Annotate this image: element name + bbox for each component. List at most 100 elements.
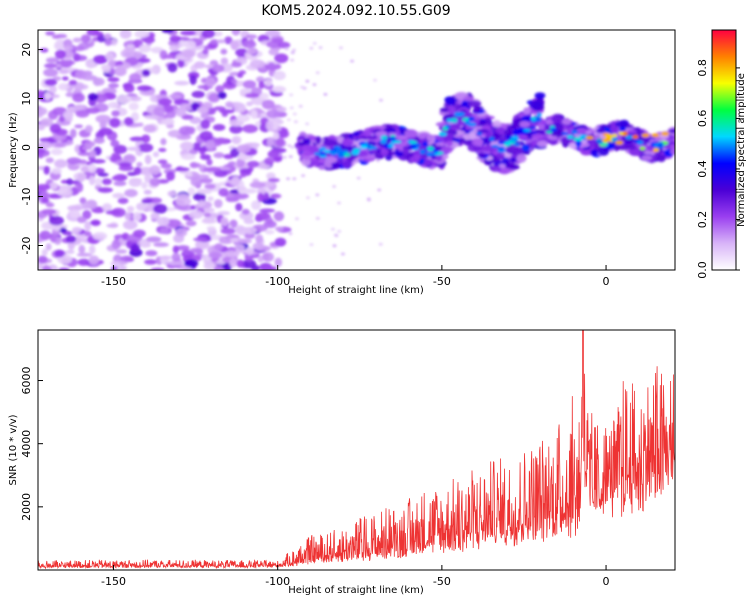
- spectrogram-cell: [107, 77, 120, 83]
- spectrogram-cell: [149, 94, 158, 103]
- spectrogram-cell: [246, 47, 258, 55]
- spectrogram-cell: [58, 267, 70, 270]
- spectrogram-cell: [264, 78, 273, 87]
- spectrogram-cell: [171, 252, 181, 262]
- spectrogram-cell: [168, 260, 185, 266]
- spectrogram-cell: [184, 259, 199, 268]
- spectrogram-cell: [341, 138, 354, 147]
- spectrogram-cell: [320, 146, 327, 151]
- spectrogram-cell: [161, 30, 174, 34]
- spectrogram-cell: [93, 31, 104, 37]
- spectrogram-cell: [639, 146, 646, 151]
- spectrogram-cell: [229, 124, 243, 134]
- spectrogram-cell: [196, 188, 213, 195]
- spectrogram-cell: [309, 46, 314, 50]
- spectrogram-cell: [72, 53, 81, 62]
- spectrogram-cell: [149, 177, 161, 187]
- spectrogram-cell: [237, 238, 252, 244]
- spectrogram-y-ticks: -20 -10 0 10 20: [20, 43, 43, 254]
- spectrogram-cell: [305, 79, 310, 83]
- spectrogram-cell: [204, 183, 216, 190]
- spectrogram-cell: [332, 184, 337, 188]
- spectrogram-cell: [625, 144, 637, 150]
- spectrogram-cell: [217, 91, 227, 99]
- spectrogram-cell: [247, 160, 260, 168]
- spectrogram-cell: [45, 157, 54, 164]
- spectrogram-cell: [315, 71, 320, 75]
- spectrogram-cell: [175, 107, 187, 117]
- spectrogram-cell: [95, 114, 111, 124]
- spectrogram-cell: [318, 158, 327, 164]
- spectrogram-cell: [41, 208, 57, 215]
- y-tick-label: 20: [20, 43, 33, 57]
- spectrogram-cell: [544, 119, 554, 125]
- spectrogram-cell: [68, 79, 78, 86]
- colorbar-gradient: [712, 30, 736, 270]
- spectrogram-cell: [133, 166, 142, 175]
- spectrogram-cell: [366, 135, 378, 140]
- spectrogram-cell: [265, 265, 277, 270]
- spectrogram-cell: [300, 85, 305, 89]
- spectrogram-cell: [145, 250, 158, 257]
- spectrogram-cell: [267, 177, 280, 183]
- spectrogram-cell: [313, 152, 321, 156]
- y-tick-label: -10: [20, 188, 33, 206]
- spectrogram-cell: [143, 189, 152, 195]
- spectrogram-cell: [315, 216, 320, 220]
- spectrogram-cell: [51, 34, 61, 39]
- spectrogram-cell: [610, 125, 619, 134]
- spectrogram-cell: [167, 190, 177, 197]
- spectrogram-cell: [294, 217, 299, 221]
- spectrogram-cell: [136, 122, 144, 127]
- spectrogram-cell: [231, 30, 241, 36]
- spectrogram-cell: [322, 139, 336, 145]
- spectrogram-cell: [87, 93, 99, 101]
- colorbar-ticks: 0.0 0.2 0.4 0.6 0.8: [696, 59, 740, 279]
- spectrogram-cell: [315, 136, 322, 145]
- spectrogram-cell: [338, 46, 343, 50]
- spectrogram-cell: [244, 93, 260, 99]
- spectrogram-cell: [51, 167, 62, 175]
- spectrogram-cell: [290, 58, 295, 62]
- chart-title: KOM5.2024.092.10.55.G09: [261, 3, 450, 19]
- spectrogram-cell: [50, 234, 57, 243]
- spectrogram-cell: [464, 120, 471, 125]
- spectrogram-cell: [439, 107, 451, 113]
- spectrogram-cell: [657, 154, 666, 163]
- spectrogram-cell: [76, 252, 92, 257]
- spectrogram-cell: [191, 90, 205, 99]
- x-tick-label: -150: [101, 575, 126, 588]
- spectrogram-cell: [92, 232, 108, 241]
- spectrogram-cell: [242, 124, 258, 134]
- spectrogram-cell: [129, 136, 145, 142]
- spectrogram-cell: [379, 98, 384, 102]
- spectrogram-cell: [143, 124, 157, 133]
- spectrogram-cell: [206, 226, 216, 231]
- spectrogram-cell: [388, 137, 397, 141]
- spectrogram-cell: [62, 45, 74, 51]
- spectrogram-cell: [323, 149, 331, 154]
- spectrogram-cell: [233, 193, 249, 200]
- spectrogram-cell: [119, 30, 132, 39]
- spectrogram-cell: [274, 226, 284, 231]
- spectrogram-cell: [259, 92, 270, 100]
- spectrogram-cell: [668, 128, 675, 134]
- spectrogram-cell: [388, 143, 394, 149]
- spectrogram-cell: [231, 135, 242, 145]
- spectrogram-cell: [180, 153, 196, 160]
- spectrogram-cell: [339, 145, 353, 151]
- spectrogram-cell: [246, 101, 253, 107]
- spectrogram-cell: [132, 229, 146, 238]
- spectrogram-cell: [160, 118, 175, 126]
- spectrogram-cell: [356, 176, 361, 180]
- spectrogram-cell: [175, 197, 192, 206]
- spectrogram-cell: [38, 255, 48, 264]
- spectrogram-cell: [80, 165, 91, 173]
- colorbar: 0.0 0.2 0.4 0.6 0.8 Normalized spectral ampl…: [696, 29, 747, 279]
- spectrogram-cell: [496, 154, 505, 160]
- spectrogram-cell: [113, 180, 127, 187]
- spectrogram-cell: [160, 138, 167, 146]
- spectrogram-cell: [221, 262, 232, 270]
- spectrogram-cell: [265, 217, 274, 226]
